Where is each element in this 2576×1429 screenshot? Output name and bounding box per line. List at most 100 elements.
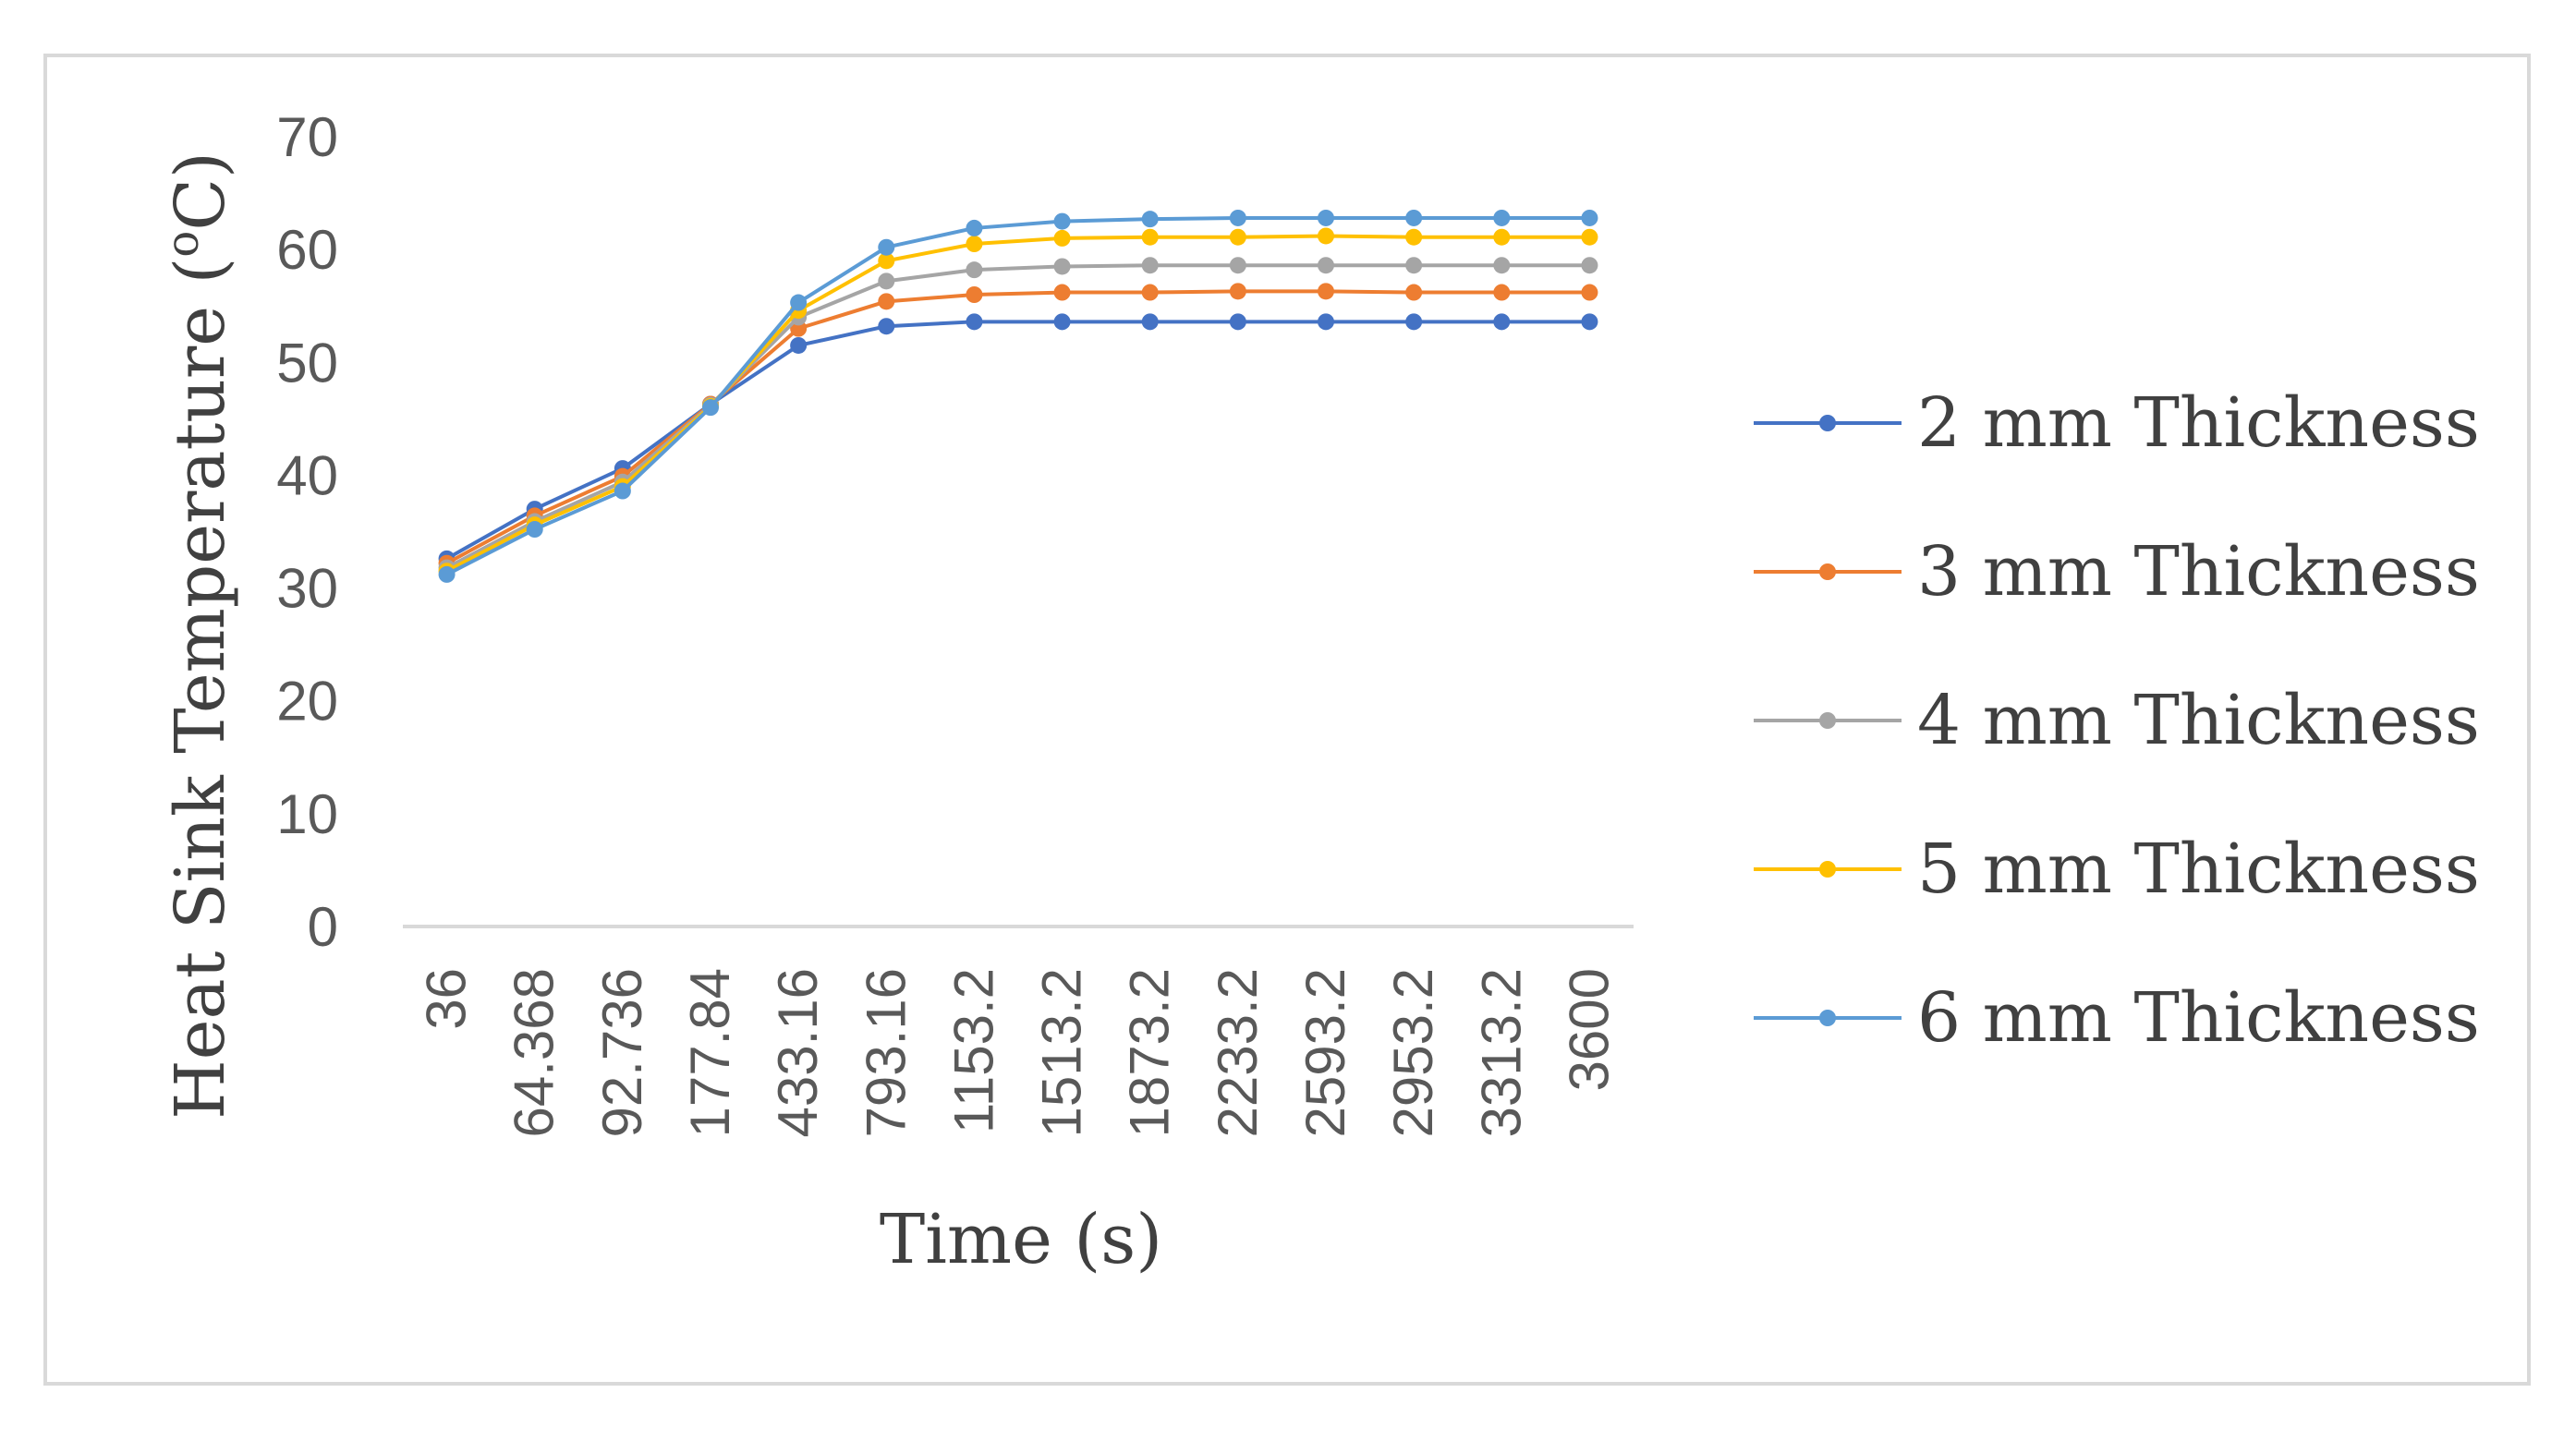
data-point (878, 293, 895, 310)
data-point (878, 238, 895, 256)
data-point (966, 313, 983, 331)
legend-marker (1819, 415, 1836, 431)
data-point (1053, 229, 1071, 247)
data-point (1053, 212, 1071, 230)
x-tick-label: 1873.2 (1119, 968, 1181, 1138)
data-point (1141, 313, 1159, 331)
legend-label: 5 mm Thickness (1917, 830, 2480, 909)
data-point (1141, 257, 1159, 274)
data-point (790, 336, 808, 354)
data-point (702, 399, 719, 417)
data-point (1405, 257, 1423, 274)
data-point (526, 521, 543, 539)
data-point (1318, 313, 1334, 331)
data-point (1493, 257, 1511, 274)
data-point (1581, 257, 1598, 274)
data-point (1493, 313, 1511, 331)
legend-label: 3 mm Thickness (1917, 532, 2480, 612)
data-point (966, 286, 983, 303)
legend-marker (1819, 861, 1836, 878)
x-tick-label: 3600 (1558, 968, 1620, 1091)
data-point (878, 272, 895, 290)
data-point (1318, 227, 1334, 245)
series-4 (438, 227, 1598, 580)
x-tick-label: 2953.2 (1382, 968, 1444, 1138)
legend-item: 5 mm Thickness (1754, 830, 2480, 909)
y-tick-label: 50 (276, 332, 338, 394)
x-tick-label: 1153.2 (942, 968, 1004, 1133)
data-point (1318, 257, 1334, 274)
y-tick-label: 0 (308, 896, 338, 958)
y-axis-title-main: Heat Sink Temperature ( (161, 258, 240, 1120)
legend-item: 4 mm Thickness (1754, 681, 2480, 760)
legend-item: 6 mm Thickness (1754, 978, 2480, 1058)
data-point (1229, 228, 1246, 246)
data-point (1405, 313, 1423, 331)
data-point (1405, 209, 1423, 226)
series-group (438, 209, 1598, 583)
series-line (445, 320, 1590, 561)
data-point (1581, 284, 1598, 301)
data-point (614, 482, 631, 500)
data-point (1229, 209, 1246, 226)
y-axis-title-degree: o (157, 231, 209, 258)
x-tick-label: 92.736 (591, 968, 653, 1138)
series-5 (438, 209, 1598, 583)
legend-item: 2 mm Thickness (1754, 383, 2480, 463)
y-axis-title-unit: C) (161, 151, 240, 231)
data-point (1141, 211, 1159, 228)
x-tick-label: 64.368 (504, 968, 565, 1138)
x-tick-label: 793.16 (855, 968, 917, 1138)
data-point (790, 294, 808, 311)
x-tick-label: 2233.2 (1207, 968, 1269, 1138)
data-point (1405, 284, 1423, 301)
data-point (878, 318, 895, 335)
x-tick-label: 433.16 (767, 968, 829, 1138)
legend-label: 2 mm Thickness (1917, 383, 2480, 463)
series-line (445, 234, 1590, 574)
series-3 (438, 257, 1598, 576)
y-axis-ticks: 0 10 20 30 40 50 60 70 (276, 106, 338, 958)
data-point (1581, 228, 1598, 246)
x-tick-label: 177.84 (679, 968, 741, 1138)
data-point (1229, 313, 1246, 331)
legend-marker (1819, 563, 1836, 580)
x-axis-title: Time (s) (880, 1200, 1162, 1279)
data-point (1141, 284, 1159, 301)
data-point (1493, 209, 1511, 226)
y-tick-label: 60 (276, 219, 338, 281)
y-tick-label: 40 (276, 444, 338, 506)
data-point (1053, 258, 1071, 275)
legend-marker (1819, 712, 1836, 729)
x-tick-label: 1513.2 (1031, 968, 1093, 1138)
data-point (1141, 228, 1159, 246)
legend: 2 mm Thickness 3 mm Thickness 4 mm Thickne… (1754, 383, 2480, 1058)
data-point (1493, 284, 1511, 301)
x-tick-label: 36 (416, 968, 478, 1030)
data-point (1581, 209, 1598, 226)
series-line (445, 263, 1590, 570)
series-line (445, 289, 1590, 565)
y-tick-label: 20 (276, 671, 338, 733)
data-point (1318, 209, 1334, 226)
data-point (438, 565, 456, 583)
legend-label: 6 mm Thickness (1917, 978, 2480, 1058)
data-point (1229, 257, 1246, 274)
data-point (966, 219, 983, 236)
chart-frame (43, 54, 2531, 1386)
y-axis-title: Heat Sink Temperature (oC) (157, 151, 240, 1120)
data-point (1053, 313, 1071, 331)
series-2 (438, 283, 1598, 572)
data-point (966, 261, 983, 279)
data-point (1318, 283, 1334, 300)
data-point (1053, 284, 1071, 301)
data-point (1493, 228, 1511, 246)
data-point (878, 252, 895, 270)
series-1 (438, 313, 1598, 567)
data-point (1229, 283, 1246, 300)
y-tick-label: 30 (276, 558, 338, 620)
x-axis-ticks: 36 64.368 92.736 177.84 433.16 793.16 1153.2 15… (416, 968, 1621, 1138)
y-tick-label: 10 (276, 783, 338, 845)
x-tick-label: 2593.2 (1294, 968, 1356, 1138)
x-tick-label: 3313.2 (1470, 968, 1532, 1138)
